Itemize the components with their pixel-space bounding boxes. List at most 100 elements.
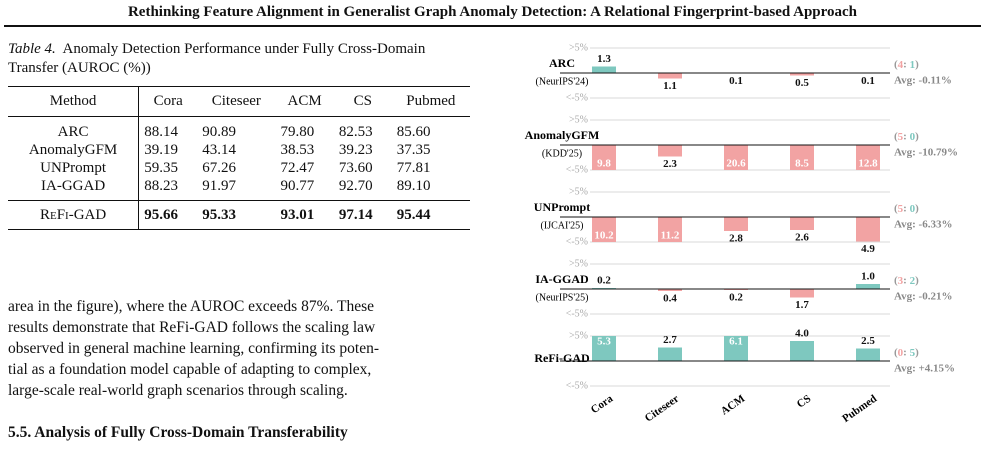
y-tick-label: >5% [569, 114, 588, 125]
x-tick-label: ACM [719, 392, 748, 417]
better-count: 0 [910, 203, 916, 215]
table-row: IA-GGAD 88.23 91.97 90.77 92.70 89.10 [8, 177, 470, 201]
value-label: 11.2 [661, 230, 680, 242]
bar [658, 347, 682, 361]
text-line: results demonstrate that ReFi-GAD follow… [8, 319, 376, 336]
text-line: observed in general machine learning, co… [8, 340, 380, 357]
method-venue: (KDD'25) [542, 148, 582, 159]
y-tick-label: <-5% [566, 164, 588, 175]
paper-title: Rethinking Feature Alignment in Generali… [127, 4, 858, 20]
value-label: 6.1 [729, 336, 743, 348]
column-header: CS [333, 86, 392, 117]
better-count: 2 [910, 275, 916, 287]
x-tick-label: Citeseer [643, 393, 681, 425]
table-row: UNPrompt 59.35 67.26 72.47 73.60 77.81 [8, 159, 470, 177]
table-caption: Table 4. Anomaly Detection Performance u… [8, 40, 470, 78]
y-tick-label: >5% [569, 258, 588, 269]
value-label: 0.1 [729, 75, 743, 87]
win-loss-count: (3: 2) [894, 275, 919, 287]
table-row: AnomalyGFM 39.19 43.14 38.53 39.23 37.35 [8, 141, 470, 159]
table-cell: 77.81 [396, 160, 431, 176]
method-venue: (NeurIPS'25) [536, 292, 589, 303]
method-name: UNPrompt [534, 200, 590, 214]
value-label: 2.5 [861, 335, 875, 347]
body-text: area in the figure), where the AUROC exc… [8, 296, 379, 401]
avg-label: Avg: +4.15% [894, 363, 955, 375]
caption-text: Anomaly Detection Performance under Full… [8, 41, 426, 76]
y-tick-label: <-5% [566, 92, 588, 103]
table-row: ARC 88.14 90.89 79.80 82.53 85.60 [8, 116, 470, 141]
value-label: 5.3 [597, 336, 611, 348]
better-count: 0 [910, 131, 916, 143]
bar [658, 217, 682, 242]
bar [658, 289, 682, 291]
value-label: 0.5 [795, 77, 809, 89]
worse-count: 0 [898, 347, 904, 359]
value-label: 2.7 [663, 334, 677, 346]
table-cell: 85.60 [396, 124, 431, 140]
method-name: IA-GGAD [535, 272, 589, 286]
win-loss-count: (5: 0) [894, 131, 919, 143]
y-tick-label: >5% [569, 42, 588, 53]
method-name: AnomalyGFM [525, 128, 600, 142]
table-cell: 89.10 [396, 178, 431, 194]
win-loss-count: (4: 1) [894, 59, 919, 71]
bar [592, 145, 616, 170]
bar [790, 217, 814, 230]
table-cell: ReFi-GAD [8, 200, 140, 230]
bar [856, 217, 880, 242]
bar [790, 341, 814, 361]
value-label: 20.6 [726, 158, 746, 170]
value-label: 1.1 [663, 80, 677, 92]
table-cell: 97.14 [333, 200, 392, 230]
column-header: Cora [138, 86, 198, 117]
y-tick-label: <-5% [566, 380, 588, 391]
value-label: 2.3 [663, 158, 677, 170]
table-cell: 82.53 [338, 124, 373, 140]
column-header: Method [8, 86, 140, 117]
value-label: 9.8 [597, 158, 611, 170]
win-loss-count: (5: 0) [894, 203, 919, 215]
table-cell: UNPrompt [8, 159, 140, 177]
avg-label: Avg: -6.33% [894, 219, 952, 231]
bar [724, 217, 748, 231]
bars [592, 145, 880, 170]
table-cell: 93.01 [275, 200, 334, 230]
table-cell: 59.35 [144, 160, 178, 176]
table-row-ours: ReFi-GAD 95.66 95.33 93.01 97.14 95.44 [8, 200, 470, 230]
bars [592, 217, 880, 242]
table-cell: 43.14 [202, 142, 236, 158]
table-cell: 73.60 [338, 160, 373, 176]
table-cell: 95.66 [138, 200, 198, 230]
bar [790, 145, 814, 170]
value-label: 4.9 [861, 243, 875, 255]
table-cell: 95.44 [391, 200, 470, 230]
bar [856, 145, 880, 170]
better-count: 5 [910, 347, 916, 359]
bar [724, 145, 748, 170]
bar [790, 289, 814, 298]
bar [790, 73, 814, 76]
value-label: 10.2 [594, 230, 614, 242]
bar [658, 145, 682, 157]
avg-label: Avg: -0.21% [894, 291, 952, 303]
bar [856, 348, 880, 361]
table-cell: 72.47 [280, 160, 315, 176]
table-cell: 38.53 [280, 142, 315, 158]
x-tick-label: CS [795, 393, 813, 411]
value-label: 0.2 [597, 275, 611, 287]
bar [592, 66, 616, 73]
value-label: 2.8 [729, 233, 743, 245]
worse-count: 4 [898, 59, 904, 71]
worse-count: 5 [898, 203, 904, 215]
column-header: Pubmed [391, 86, 470, 117]
value-label: 8.5 [795, 158, 809, 170]
header-rule [4, 25, 981, 27]
table-cell: AnomalyGFM [8, 141, 140, 159]
method-name: ReFi-GAD [534, 351, 590, 365]
bars [592, 336, 880, 361]
bar [856, 284, 880, 289]
bar [592, 217, 616, 242]
table-cell: 90.89 [202, 124, 236, 140]
